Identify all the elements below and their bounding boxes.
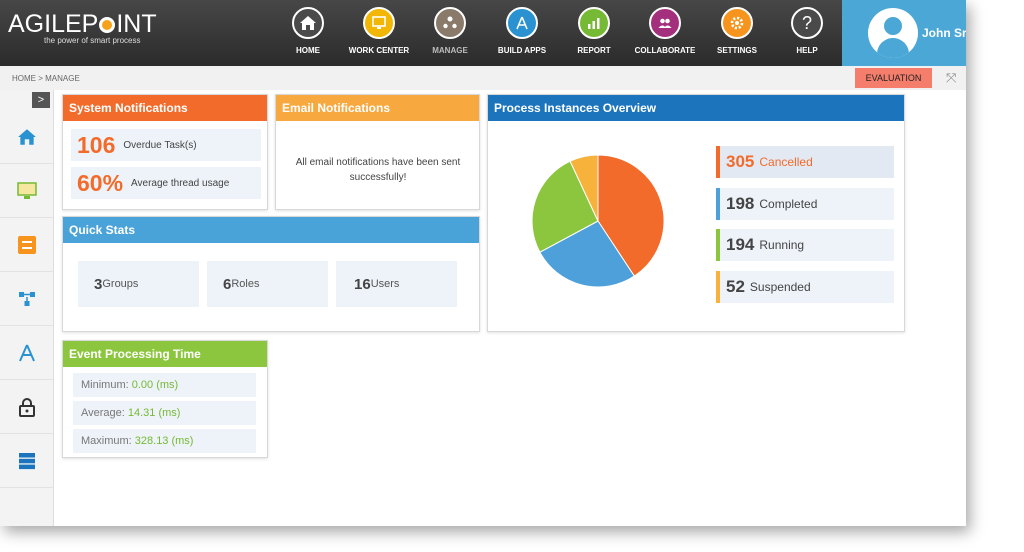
- running-color-bar: [716, 229, 720, 261]
- quick-stat-groups[interactable]: 3 Groups: [78, 261, 199, 307]
- home-icon: [18, 128, 36, 145]
- overdue-tasks-row[interactable]: 106 Overdue Task(s): [71, 129, 261, 161]
- process-instances-pie-chart[interactable]: [528, 151, 668, 291]
- system-notifications-title: System Notifications: [63, 95, 267, 121]
- user-name: John Sr: [922, 26, 966, 40]
- top-navigation-bar: AGILEP INT the power of smart process HOM…: [0, 0, 966, 66]
- nav-home[interactable]: HOME: [290, 0, 326, 66]
- event-maximum-row: Maximum: 328.13 (ms): [73, 429, 256, 453]
- app-window: AGILEP INT the power of smart process HOM…: [0, 0, 966, 526]
- system-notifications-card: System Notifications 106 Overdue Task(s)…: [62, 94, 268, 210]
- nav-help[interactable]: ? HELP: [790, 0, 824, 66]
- help-icon: ?: [791, 7, 823, 39]
- sidebar-item-processes[interactable]: [0, 218, 54, 272]
- suspended-count: 52: [726, 277, 745, 296]
- expand-icon[interactable]: ⤧: [946, 70, 957, 85]
- running-label: Running: [759, 238, 805, 252]
- roles-label: Roles: [231, 278, 260, 290]
- stat-cancelled[interactable]: 305 Cancelled: [716, 146, 894, 178]
- quick-stat-users[interactable]: 16 Users: [336, 261, 457, 307]
- sidebar-item-security[interactable]: [0, 380, 54, 434]
- nav-build-apps[interactable]: BUILD APPS: [494, 0, 550, 66]
- gear-icon: [721, 7, 753, 39]
- stat-completed[interactable]: 198 Completed: [716, 188, 894, 220]
- completed-label: Completed: [759, 197, 818, 211]
- suspended-color-bar: [716, 271, 720, 303]
- quick-stats-title: Quick Stats: [63, 217, 479, 243]
- workflow-icon: [19, 291, 35, 306]
- users-count: 16: [354, 275, 371, 293]
- compass-icon: [19, 344, 35, 361]
- home-icon: [292, 7, 324, 39]
- running-count: 194: [726, 235, 755, 254]
- thread-usage-label: Average thread usage: [131, 177, 230, 189]
- cancelled-count: 305: [726, 152, 755, 171]
- stat-running[interactable]: 194 Running: [716, 229, 894, 261]
- collaborate-icon: [649, 7, 681, 39]
- sidebar-item-workflow[interactable]: [0, 272, 54, 326]
- event-minimum-value: 0.00 (ms): [131, 379, 179, 391]
- nav-collaborate[interactable]: COLLABORATE: [632, 0, 698, 66]
- event-processing-title: Event Processing Time: [63, 341, 267, 367]
- dashboard-content: System Notifications 106 Overdue Task(s)…: [54, 90, 966, 526]
- users-label: Users: [370, 278, 400, 290]
- sidebar-item-work-center[interactable]: [0, 164, 54, 218]
- nav-work-center[interactable]: WORK CENTER: [344, 0, 414, 66]
- pie-slice-completed[interactable]: [539, 220, 636, 288]
- groups-label: Groups: [102, 278, 139, 290]
- report-icon: [578, 7, 610, 39]
- compass-icon: [506, 7, 538, 39]
- sidebar: >: [0, 90, 54, 526]
- logo-tagline: the power of smart process: [44, 36, 141, 45]
- event-minimum-row: Minimum: 0.00 (ms): [73, 373, 256, 397]
- logo-text-left: AGILEP: [8, 10, 99, 38]
- thread-usage-row: 60% Average thread usage: [71, 167, 261, 199]
- manage-icon: [434, 7, 466, 39]
- event-processing-card: Event Processing Time Minimum: 0.00 (ms)…: [62, 340, 268, 458]
- cancelled-label: Cancelled: [759, 155, 813, 169]
- nav-report[interactable]: REPORT: [575, 0, 613, 66]
- event-average-row: Average: 14.31 (ms): [73, 401, 256, 425]
- nav-manage[interactable]: MANAGE: [430, 0, 470, 66]
- cancelled-color-bar: [716, 146, 720, 178]
- sidebar-item-home[interactable]: [0, 110, 54, 164]
- work-center-icon: [363, 7, 395, 39]
- overdue-tasks-count: 106: [77, 131, 116, 158]
- agilepoint-logo[interactable]: AGILEP INT the power of smart process: [8, 10, 157, 45]
- breadcrumb: HOME > MANAGE: [12, 74, 80, 83]
- quick-stat-roles[interactable]: 6 Roles: [207, 261, 328, 307]
- nav-settings[interactable]: SETTINGS: [714, 0, 760, 66]
- quick-stats-card: Quick Stats 3 Groups 6 Roles 16 Users: [62, 216, 480, 332]
- groups-count: 3: [94, 275, 103, 293]
- sidebar-item-build-apps[interactable]: [0, 326, 54, 380]
- pie-slice-running[interactable]: [531, 160, 599, 253]
- avatar: [868, 8, 918, 58]
- monitor-icon: [17, 181, 37, 199]
- roles-count: 6: [223, 275, 232, 293]
- logo-text-right: INT: [116, 10, 157, 38]
- email-notifications-title: Email Notifications: [276, 95, 479, 121]
- database-icon: [19, 452, 35, 469]
- user-profile[interactable]: John Sr: [842, 0, 966, 66]
- completed-color-bar: [716, 188, 720, 220]
- evaluation-badge[interactable]: EVALUATION: [855, 68, 932, 88]
- email-notifications-card: Email Notifications All email notificati…: [275, 94, 480, 210]
- sidebar-toggle-button[interactable]: >: [32, 92, 50, 108]
- event-maximum-value: 328.13 (ms): [134, 435, 194, 447]
- suspended-label: Suspended: [749, 280, 811, 294]
- process-instances-card: Process Instances Overview 305 Cancelled…: [487, 94, 905, 332]
- overdue-tasks-label: Overdue Task(s): [123, 139, 197, 151]
- stat-suspended[interactable]: 52 Suspended: [716, 271, 894, 303]
- completed-count: 198: [726, 194, 755, 213]
- email-notifications-message: All email notifications have been sent s…: [295, 157, 461, 183]
- pie-slice-suspended[interactable]: [569, 154, 599, 222]
- thread-usage-value: 60%: [77, 169, 124, 196]
- logo-dot-icon: [99, 17, 116, 33]
- process-instances-title: Process Instances Overview: [488, 95, 904, 121]
- lock-icon: [19, 397, 35, 417]
- event-average-value: 14.31 (ms): [127, 407, 181, 419]
- sidebar-item-data[interactable]: [0, 434, 54, 488]
- process-icon: [18, 235, 36, 254]
